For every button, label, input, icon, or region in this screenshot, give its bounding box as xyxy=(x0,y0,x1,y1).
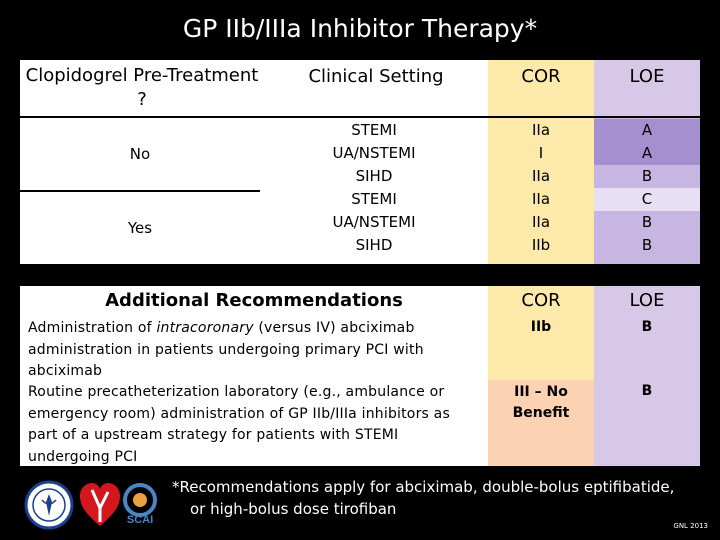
cor-column: IIa I IIa IIa IIa IIb xyxy=(488,118,594,264)
footnote: *Recommendations apply for abciximab, do… xyxy=(172,476,674,520)
cor-cell: IIa xyxy=(531,190,551,208)
header-pretreatment: Clopidogrel Pre-Treatment ? xyxy=(20,60,264,116)
loe-cell: C xyxy=(594,188,700,211)
setting-cell: SIHD xyxy=(355,167,393,185)
scai-logo: SCAI xyxy=(116,480,164,534)
setting-cell: UA/NSTEMI xyxy=(332,144,416,162)
copyright: GNL 2013 xyxy=(673,522,708,530)
acc-logo xyxy=(24,480,74,534)
cor-cell: IIb xyxy=(531,236,551,254)
loe-column: A A B C B B xyxy=(594,118,700,264)
setting-column: STEMI UA/NSTEMI SIHD STEMI UA/NSTEMI SIH… xyxy=(260,118,488,264)
aha-heart-logo xyxy=(78,480,122,534)
setting-cell: SIHD xyxy=(355,236,393,254)
loe-cell: B xyxy=(594,211,700,234)
footnote-line: or high-bolus dose tirofiban xyxy=(190,500,397,518)
loe-cell: A xyxy=(594,119,700,142)
recommendation-loe: B xyxy=(594,380,700,466)
scai-logo-text: SCAI xyxy=(126,514,154,526)
footnote-line: *Recommendations apply for abciximab, do… xyxy=(172,478,675,496)
recommendation-text: Routine precatheterization laboratory (e… xyxy=(20,380,488,466)
pretreatment-yes: Yes xyxy=(20,192,260,264)
loe-cell: A xyxy=(594,142,700,165)
cor-cell: IIa xyxy=(531,167,551,185)
cor-cell: IIa xyxy=(531,213,551,231)
recommendation-text: Administration of intracoronary (versus … xyxy=(20,316,488,380)
additional-loe-header: LOE xyxy=(594,286,700,316)
page-title: GP IIb/IIIa Inhibitor Therapy* xyxy=(182,14,538,43)
cor-cell: I xyxy=(538,144,544,162)
header-setting: Clinical Setting xyxy=(264,60,488,116)
header-loe: LOE xyxy=(594,60,700,116)
additional-cor-header: COR xyxy=(488,286,594,316)
recommendation-text-part: Administration of xyxy=(28,320,157,336)
setting-cell: STEMI xyxy=(351,190,397,208)
setting-cell: STEMI xyxy=(351,121,397,139)
recommendation-text-italic: intracoronary xyxy=(156,320,254,336)
header-cor: COR xyxy=(488,60,594,116)
recommendation-text-part: (versus IV) abciximab administration in … xyxy=(28,320,424,379)
recommendation-cor: IIb xyxy=(488,316,594,380)
recommendation-cor: III – No Benefit xyxy=(488,380,594,466)
additional-header: Additional Recommendations xyxy=(20,286,488,316)
pretreatment-no: No xyxy=(20,118,260,190)
cor-cell: IIa xyxy=(531,121,551,139)
setting-cell: UA/NSTEMI xyxy=(332,213,416,231)
loe-cell: B xyxy=(594,165,700,188)
recommendation-loe: B xyxy=(594,316,700,380)
loe-cell: B xyxy=(594,234,700,257)
